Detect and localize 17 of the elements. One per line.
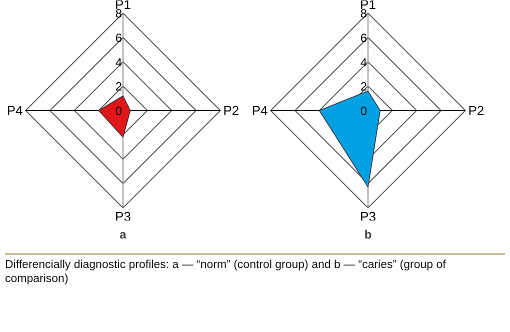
y-tick-label: 2 [360, 80, 368, 94]
y-tick-label: 6 [360, 30, 368, 45]
y-tick-label: 0 [360, 104, 368, 118]
spoke-label: P4 [6, 103, 23, 118]
spoke-label: P2 [468, 103, 484, 118]
y-tick-label: 6 [115, 30, 122, 45]
y-tick-label: 8 [360, 6, 368, 21]
text: b [364, 228, 372, 242]
y-tick-label: 2 [115, 80, 122, 94]
spoke-label: P2 [223, 103, 240, 118]
spoke-label: P4 [252, 103, 268, 118]
y-tick-label: 4 [115, 55, 122, 70]
y-tick-label: 0 [115, 104, 122, 118]
y-tick-label: 4 [360, 55, 368, 70]
text: Differencially diagnostic profiles: a — “norm” (control group) and b — “caries” (group of comparison) [5, 258, 447, 286]
text: a [120, 228, 127, 242]
y-tick-label: 8 [115, 6, 122, 21]
